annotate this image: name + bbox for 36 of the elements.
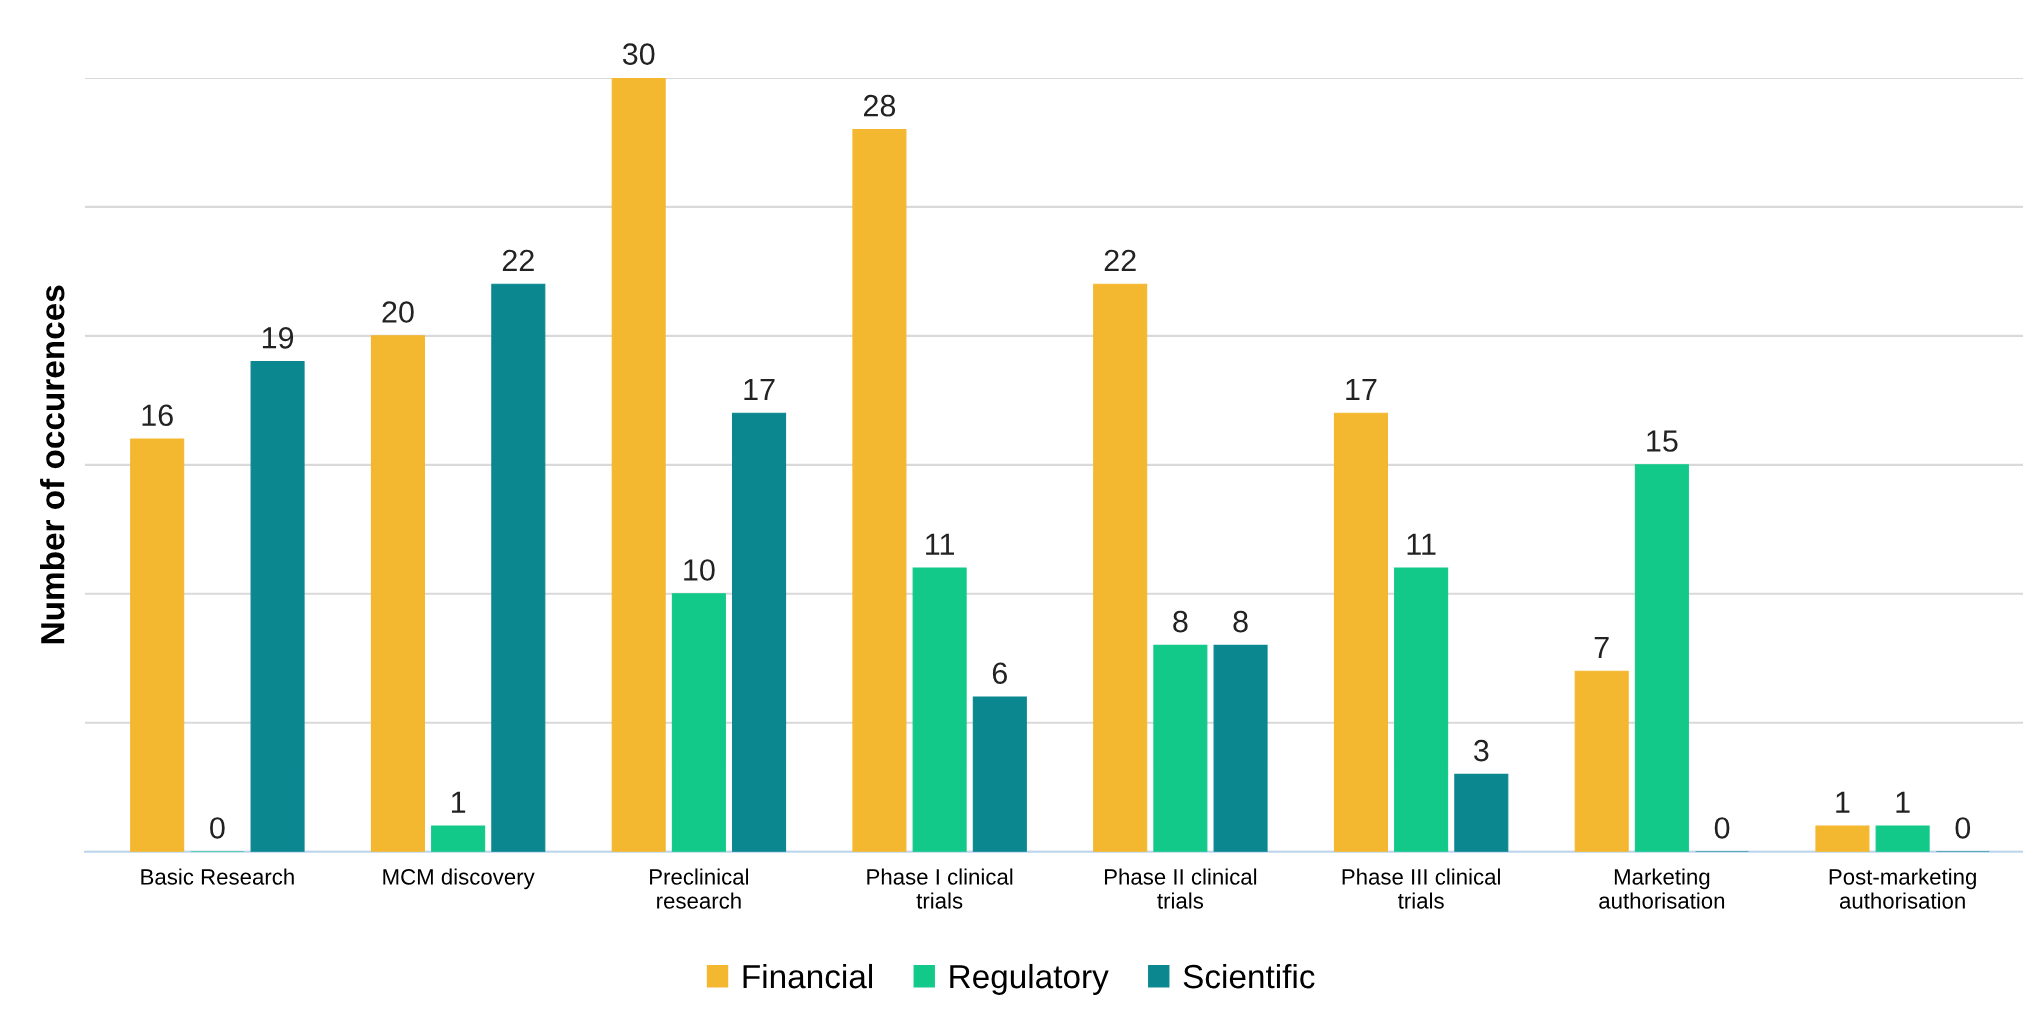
- x-tick-label: Post-marketing authorisation: [1829, 868, 1976, 909]
- data-label: 1: [1896, 791, 1910, 813]
- data-label: 3: [1473, 739, 1489, 762]
- data-label: 8: [1233, 610, 1248, 633]
- data-label: 19: [262, 327, 294, 349]
- legend-label: Regulatory: [950, 963, 1109, 995]
- x-tick-label: MCM discovery: [383, 868, 535, 890]
- data-label: 8: [1173, 610, 1188, 633]
- data-label: 30: [622, 43, 655, 65]
- data-label: 11: [1407, 533, 1436, 555]
- x-tick-label: Preclinical research: [650, 868, 749, 909]
- y-axis-title: Number of occurences: [40, 285, 65, 644]
- data-label: 0: [1714, 817, 1730, 839]
- data-label: 11: [926, 533, 954, 555]
- data-label: 15: [1647, 430, 1678, 452]
- legend-label: Financial: [743, 963, 873, 989]
- data-label: 7: [1594, 636, 1609, 658]
- x-tick-label: Phase II clinical trials: [1105, 868, 1257, 909]
- data-label: 22: [1104, 249, 1136, 271]
- data-label: 22: [502, 249, 534, 271]
- data-label: 0: [1955, 817, 1971, 839]
- data-label: 16: [142, 404, 173, 427]
- data-label: 17: [744, 378, 775, 400]
- x-tick-label: Marketing authorisation: [1599, 868, 1725, 909]
- data-label: 0: [210, 817, 225, 839]
- x-tick-label: Phase III clinical trials: [1342, 868, 1500, 909]
- data-label: 6: [992, 662, 1007, 685]
- data-label: 28: [863, 94, 896, 117]
- legend-label: Scientific: [1183, 963, 1315, 989]
- data-label: 1: [1836, 791, 1850, 813]
- data-label: 10: [684, 559, 715, 581]
- x-tick-label: Basic Research: [141, 868, 294, 885]
- data-label: 1: [451, 791, 466, 813]
- data-label: 20: [382, 301, 414, 323]
- x-tick-label: Phase I clinical trials: [867, 868, 1013, 909]
- data-label: 17: [1346, 378, 1377, 400]
